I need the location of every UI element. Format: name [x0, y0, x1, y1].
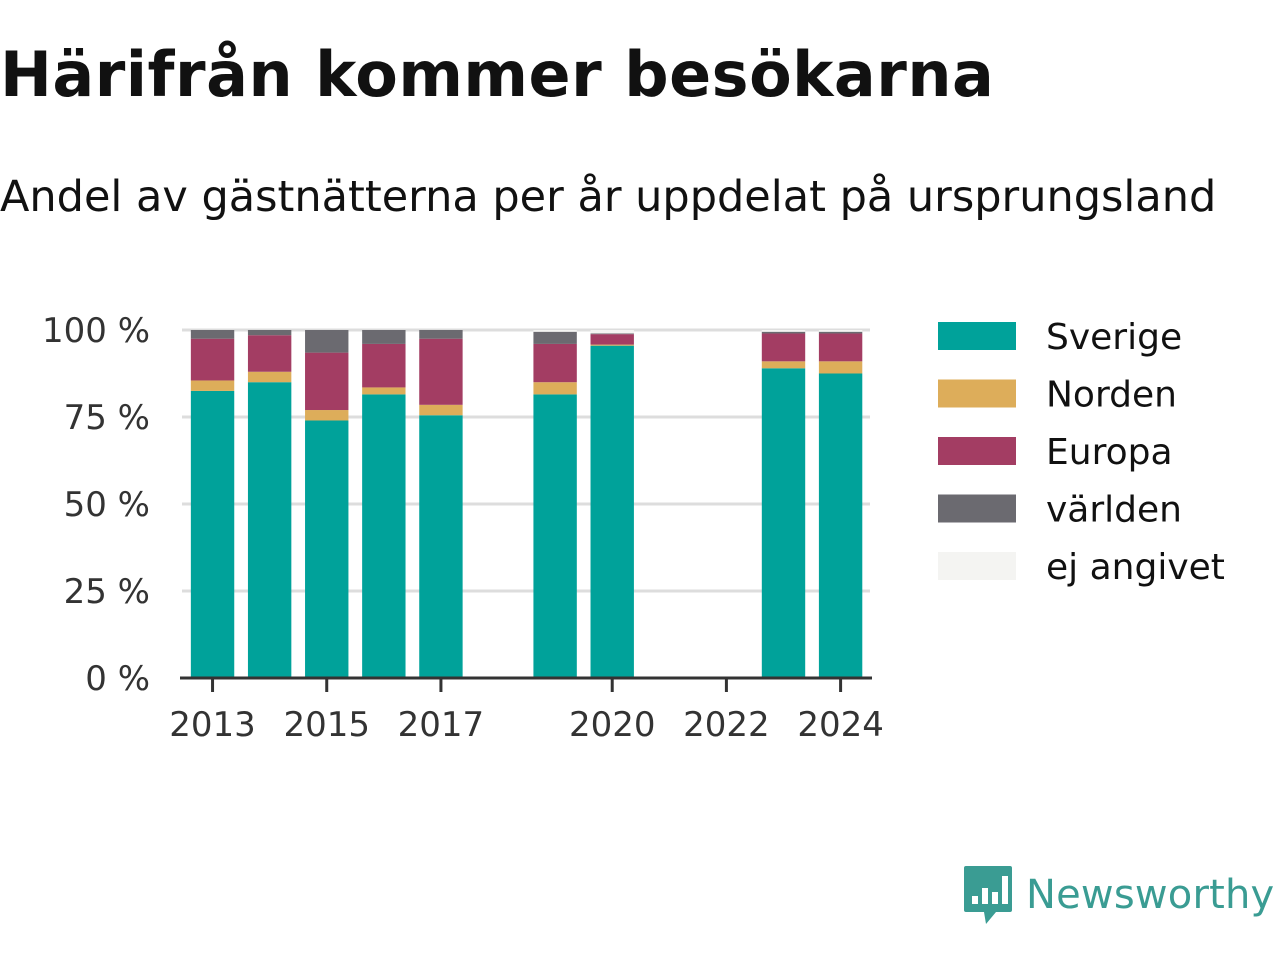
bar-segment-Sverige-2013	[190, 390, 235, 678]
gridlines	[182, 328, 870, 593]
bar-segment-Norden-2019	[533, 382, 577, 395]
bar-segment-Europa-2024	[818, 333, 863, 362]
bar-segment-världen-2017	[419, 330, 463, 339]
bar-segment-Norden-2014	[247, 371, 292, 383]
bar-segment-Norden-2023	[761, 361, 806, 369]
bar-segment-världen-2015	[305, 330, 349, 353]
bar-segment-Norden-2013	[190, 380, 235, 391]
newsworthy-logo-icon	[964, 866, 1012, 924]
bar-segment-Europa-2023	[761, 333, 806, 362]
bar-segment-Europa-2015	[305, 352, 349, 411]
legend-label: Europa	[1046, 432, 1173, 473]
bar-segment-Sverige-2014	[247, 382, 292, 678]
bar-segment-världen-2013	[190, 330, 235, 339]
bar-segment-Europa-2017	[419, 338, 463, 405]
bar-segment-Norden-2017	[419, 404, 463, 416]
bar-segment-världen-2014	[247, 330, 292, 336]
legend-label: Sverige	[1046, 317, 1182, 358]
bar-segment-världen-2023	[761, 331, 806, 334]
bar-segment-världen-2019	[533, 331, 577, 344]
bar-segment-Sverige-2015	[305, 420, 349, 678]
bar-segment-Sverige-2020	[590, 345, 634, 678]
bar-segment-världen-2016	[362, 330, 406, 344]
bar-segment-Sverige-2023	[761, 368, 806, 678]
y-tick-label: 0 %	[85, 659, 150, 699]
legend-swatch	[938, 437, 1016, 465]
bar-segment-Europa-2020	[590, 334, 634, 345]
y-tick-label: 25 %	[64, 572, 150, 612]
newsworthy-logo: Newsworthy	[962, 864, 1274, 926]
bar-segment-ej-angivet-2019	[533, 330, 577, 332]
x-tick-label: 2013	[169, 705, 256, 745]
bar-segment-ej-angivet-2020	[590, 330, 634, 334]
y-tick-label: 50 %	[64, 485, 150, 525]
bar-segment-Norden-2016	[362, 387, 406, 395]
chart-subtitle: Andel av gästnätterna per år uppdelat på…	[0, 172, 1217, 222]
bar-segment-Europa-2016	[362, 343, 406, 388]
stacked-bar-chart: 0 % 25 % 50 % 75 % 100 % 2013 2015 2017 2020 202…	[42, 311, 1225, 745]
bar-segment-världen-2024	[818, 331, 863, 334]
legend-swatch	[938, 494, 1016, 523]
y-axis-ticks: 0 % 25 % 50 % 75 % 100 %	[42, 311, 150, 699]
bar-segment-Sverige-2016	[362, 394, 406, 678]
x-tick-label: 2017	[398, 705, 485, 745]
legend-label: ej angivet	[1046, 547, 1225, 588]
x-tick-label: 2022	[683, 705, 770, 745]
bar-segment-Europa-2013	[190, 338, 235, 381]
bar-segment-Sverige-2017	[419, 415, 463, 678]
bar-segment-Sverige-2019	[533, 394, 577, 678]
x-tick-label: 2015	[283, 705, 370, 745]
legend-swatch	[938, 379, 1016, 408]
newsworthy-logo-text: Newsworthy	[1026, 872, 1275, 918]
bar-segment-Norden-2020	[590, 344, 634, 346]
y-tick-label: 100 %	[42, 311, 150, 351]
x-tick-label: 2024	[797, 705, 884, 745]
legend-swatch	[938, 322, 1016, 350]
bar-segment-Europa-2019	[533, 343, 577, 383]
bar-segment-ej-angivet-2024	[818, 330, 863, 332]
bar-segment-Sverige-2024	[818, 373, 863, 678]
chart-title: Härifrån kommer besökarna	[0, 38, 995, 111]
bars	[190, 330, 863, 678]
legend: Sverige Norden Europa världen ej angivet	[938, 317, 1225, 588]
legend-swatch	[938, 552, 1016, 580]
bar-segment-Norden-2015	[305, 410, 349, 421]
legend-label: Norden	[1046, 375, 1177, 416]
bar-segment-Norden-2024	[818, 361, 863, 374]
y-tick-label: 75 %	[64, 398, 150, 438]
x-axis: 2013 2015 2017 2020 2022 2024	[169, 676, 884, 745]
x-tick-label: 2020	[569, 705, 656, 745]
bar-segment-ej-angivet-2023	[761, 330, 806, 332]
bar-segment-Europa-2014	[247, 335, 292, 372]
legend-label: världen	[1046, 490, 1182, 531]
bar-segment-världen-2020	[590, 333, 634, 335]
